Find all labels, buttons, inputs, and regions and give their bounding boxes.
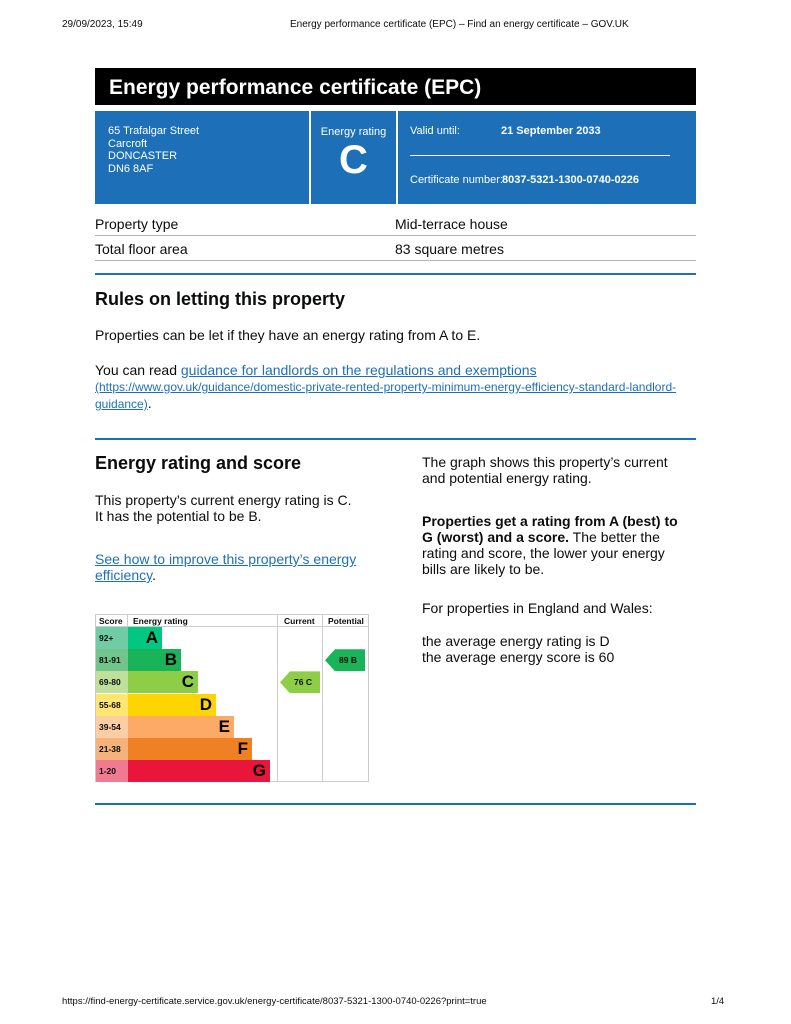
region-text: For properties in England and Wales: — [422, 600, 653, 616]
band-bar-A: A — [128, 627, 162, 649]
header-current: Current — [284, 616, 315, 626]
validity-block: Valid until: 21 September 2033 Certifica… — [398, 111, 696, 204]
print-url: https://find-energy-certificate.service.… — [62, 996, 487, 1007]
band-score-F: 21-38 — [96, 738, 128, 760]
band-score-E: 39-54 — [96, 715, 128, 738]
section-divider — [95, 803, 696, 805]
certificate-label: Certificate number: — [410, 174, 503, 186]
floor-area-value: 83 square metres — [395, 241, 504, 257]
letting-heading: Rules on letting this property — [95, 289, 346, 309]
header-potential: Potential — [328, 616, 364, 626]
guidance-url[interactable]: (https://www.gov.uk/guidance/domestic-pr… — [95, 380, 677, 411]
band-bar-C: C — [128, 671, 198, 694]
improve-link[interactable]: See how to improve this property’s energ… — [95, 551, 357, 583]
band-score-G: 1-20 — [96, 760, 128, 783]
improve-paragraph: See how to improve this property’s energ… — [95, 551, 360, 583]
potential-rating-arrow: 89 B — [325, 649, 365, 672]
band-score-B: 81-91 — [96, 649, 128, 672]
certificate-number: 8037-5321-1300-0740-0226 — [502, 174, 640, 186]
letting-guidance: You can read guidance for landlords on t… — [95, 362, 695, 412]
band-score-C: 69-80 — [96, 671, 128, 694]
improve-suffix: . — [152, 567, 156, 583]
address-block: 65 Trafalgar Street Carcroft DONCASTER D… — [95, 111, 309, 204]
score-heading: Energy rating and score — [95, 453, 302, 473]
band-score-A: 92+ — [96, 627, 128, 649]
divider — [410, 155, 670, 156]
floor-area-label: Total floor area — [95, 241, 188, 257]
address-line: DONCASTER — [108, 150, 178, 162]
graph-text: The graph shows this property’s current … — [422, 454, 668, 486]
rating-explainer-bold: Properties get a rating from A (best) to… — [422, 513, 678, 545]
address-line: 65 Trafalgar Street — [108, 125, 200, 137]
band-bar-E: E — [128, 715, 234, 738]
guidance-prefix: You can read — [95, 362, 181, 378]
property-type-value: Mid-terrace house — [395, 216, 508, 232]
band-bar-G: G — [128, 760, 270, 783]
rating-explainer-rest: The better the rating and score, the low… — [422, 529, 665, 577]
property-type-label: Property type — [95, 216, 179, 232]
score-text: This property’s current energy rating is… — [95, 492, 352, 524]
energy-rating-block: Energy rating C — [311, 111, 396, 204]
valid-until-value: 21 September 2033 — [501, 125, 601, 137]
floor-area-row: Total floor area 83 square metres — [95, 236, 696, 261]
energy-rating-label: Energy rating — [320, 126, 387, 138]
guidance-suffix: . — [147, 395, 152, 411]
section-divider — [95, 438, 696, 440]
valid-until-label: Valid until: — [410, 125, 460, 137]
page-title: Energy performance certificate (EPC) — [95, 68, 696, 105]
band-score-D: 55-68 — [96, 693, 128, 716]
energy-rating-value: C — [339, 138, 368, 182]
property-type-row: Property type Mid-terrace house — [95, 211, 696, 236]
guidance-link[interactable]: guidance for landlords on the regulation… — [180, 362, 537, 378]
rating-explainer: Properties get a rating from A (best) to… — [422, 513, 692, 577]
current-rating-arrow: 76 C — [280, 671, 320, 694]
band-bar-B: B — [128, 649, 181, 672]
average-score: the average energy score is 60 — [422, 649, 615, 665]
address-line: Carcroft — [108, 137, 148, 150]
print-timestamp: 29/09/2023, 15:49 — [62, 19, 143, 30]
section-divider — [95, 273, 696, 275]
header-energy-rating: Energy rating — [133, 616, 188, 626]
header-score: Score — [99, 616, 123, 626]
band-bar-D: D — [128, 693, 216, 716]
average-rating: the average energy rating is D — [422, 633, 610, 649]
print-page-title: Energy performance certificate (EPC) – F… — [290, 19, 629, 30]
address-line: DN6 8AF — [108, 162, 154, 175]
letting-text: Properties can be let if they have an en… — [95, 327, 481, 343]
print-page-number: 1/4 — [711, 996, 725, 1007]
band-bar-F: F — [128, 738, 252, 760]
energy-rating-graph: Score Energy rating Current Potential 92… — [95, 614, 369, 783]
